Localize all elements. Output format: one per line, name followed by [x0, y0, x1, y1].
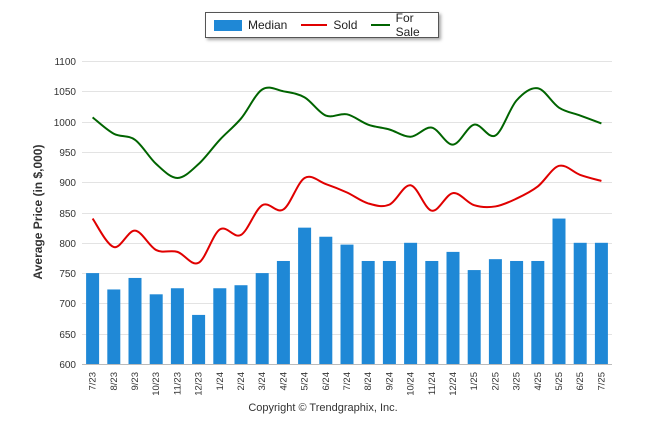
median-bar: [107, 289, 121, 364]
y-tick-label: 950: [59, 148, 76, 159]
x-tick-label: 5/24: [300, 372, 311, 391]
legend-swatch-median: [214, 19, 242, 31]
x-tick-label: 12/23: [194, 372, 205, 396]
median-bar: [531, 260, 545, 364]
gridlines: [82, 61, 612, 365]
x-tick-label: 10/23: [151, 372, 162, 396]
median-bar: [213, 288, 227, 364]
median-bar: [425, 260, 439, 364]
y-tick-label: 700: [59, 299, 76, 310]
median-bar: [340, 244, 354, 364]
for-sale-line: [91, 86, 602, 179]
y-tick-label: 900: [59, 178, 76, 189]
median-bar: [552, 218, 566, 364]
x-tick-label: 2/25: [490, 372, 501, 391]
copyright-text: Copyright © Trendgraphix, Inc.: [248, 402, 398, 414]
median-bar: [382, 260, 396, 364]
median-bar: [510, 260, 524, 364]
x-tick-label: 7/25: [596, 372, 607, 391]
median-bar: [404, 242, 418, 364]
median-bar: [255, 273, 269, 364]
x-tick-label: 3/24: [257, 372, 268, 391]
legend-label-for-sale: For Sale: [395, 11, 420, 39]
y-tick-label: 650: [59, 330, 76, 341]
y-tick-label: 600: [59, 360, 76, 371]
median-bar: [276, 260, 290, 364]
x-tick-label: 7/23: [88, 372, 99, 391]
legend-swatch-for-sale: [371, 24, 390, 26]
median-bar: [298, 227, 312, 364]
legend: Median Sold For Sale: [205, 11, 439, 39]
legend-label-median: Median: [248, 18, 288, 32]
x-tick-label: 4/24: [278, 372, 289, 391]
median-bar: [594, 242, 608, 364]
median-bar: [234, 285, 248, 364]
median-bar: [86, 273, 100, 364]
x-tick-label: 11/24: [427, 372, 438, 395]
x-tick-label: 8/23: [109, 372, 120, 391]
x-tick-label: 4/25: [533, 372, 544, 391]
y-axis-ticks: 600 650 700 750 800 850 900 950 1000 1050 1100: [54, 57, 77, 371]
x-tick-label: 12/24: [448, 372, 459, 396]
x-tick-label: 6/25: [575, 372, 586, 391]
median-bar: [361, 260, 375, 364]
median-bar: [170, 288, 184, 364]
y-tick-label: 750: [59, 269, 76, 280]
x-tick-label: 9/23: [130, 372, 141, 391]
median-bar: [128, 277, 142, 364]
x-tick-label: 6/24: [321, 372, 332, 391]
x-tick-label: 1/24: [215, 372, 226, 391]
trend-lines: [91, 86, 602, 265]
legend-item-median[interactable]: Median: [214, 18, 287, 32]
x-tick-label: 8/24: [363, 372, 374, 391]
x-tick-label: 11/23: [172, 372, 183, 395]
legend-swatch-sold: [301, 24, 328, 26]
y-tick-label: 850: [59, 209, 76, 220]
x-tick-label: 7/24: [342, 372, 353, 391]
sold-line: [91, 164, 602, 265]
median-bar: [319, 236, 333, 364]
x-axis-ticks: 7/23 8/23 9/23 10/23 11/23 12/23 1/24 2/24 3/24 4…: [88, 372, 608, 396]
median-bar: [149, 294, 163, 364]
x-tick-label: 10/24: [406, 372, 417, 396]
x-tick-label: 3/25: [512, 372, 523, 391]
median-bar: [446, 251, 460, 364]
y-tick-label: 800: [59, 239, 76, 250]
legend-item-for-sale[interactable]: For Sale: [371, 11, 427, 39]
y-tick-label: 1100: [54, 57, 76, 68]
median-bar: [467, 270, 481, 364]
median-bar: [488, 259, 502, 364]
x-tick-label: 9/24: [384, 372, 395, 391]
legend-label-sold: Sold: [333, 18, 358, 32]
x-tick-label: 2/24: [236, 372, 247, 391]
median-bar: [573, 242, 587, 364]
y-tick-label: 1000: [54, 118, 77, 129]
x-tick-label: 1/25: [469, 372, 480, 391]
x-tick-label: 5/25: [554, 372, 565, 391]
legend-item-sold[interactable]: Sold: [301, 18, 357, 32]
median-bar: [192, 314, 206, 364]
median-bars: [86, 218, 608, 364]
y-axis-title: Average Price (in $,000): [31, 144, 45, 280]
y-tick-label: 1050: [54, 87, 77, 98]
